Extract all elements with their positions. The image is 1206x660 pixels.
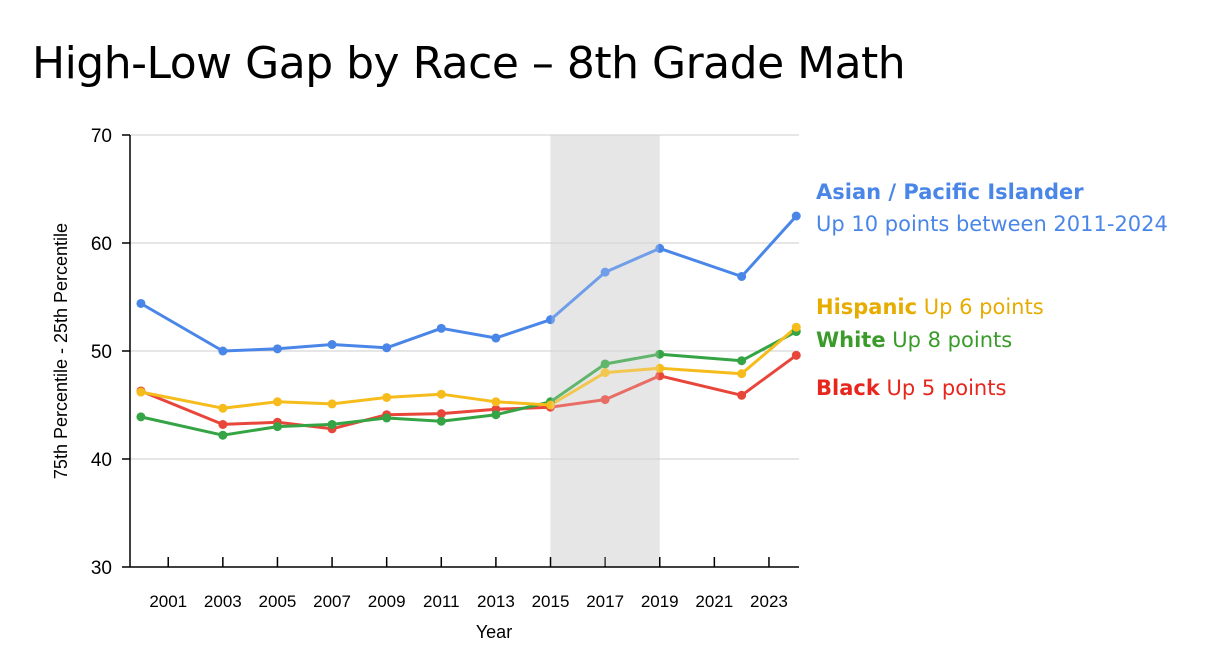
annotation-white: White Up 8 points [816, 328, 1012, 352]
annotation-black-name: Black [816, 376, 880, 400]
y-tick-label: 50 [91, 342, 112, 363]
annotation-asian: Asian / Pacific Islander [816, 180, 1084, 204]
data-point-white [655, 349, 665, 359]
data-point-white [136, 412, 146, 422]
data-point-hispanic [436, 389, 446, 399]
x-tick-label: 2019 [641, 592, 679, 611]
data-point-hispanic [218, 403, 228, 413]
data-point-black [218, 419, 228, 429]
annotation-hispanic-name: Hispanic [816, 295, 918, 319]
data-point-hispanic [791, 322, 801, 332]
annotation-hispanic-note: Up 6 points [917, 295, 1044, 319]
y-tick-label: 60 [91, 234, 112, 255]
data-point-black [791, 350, 801, 360]
data-point-hispanic [382, 392, 392, 402]
x-tick-label: 2003 [204, 592, 242, 611]
data-point-black [600, 395, 610, 405]
data-point-asian [737, 271, 747, 281]
data-point-hispanic [600, 368, 610, 378]
data-point-black [655, 371, 665, 381]
annotation-white-note: Up 8 points [885, 328, 1013, 352]
x-tick-label: 2007 [313, 592, 351, 611]
x-axis-label: Year [476, 622, 512, 642]
chart-title: High-Low Gap by Race – 8th Grade Math [32, 38, 906, 89]
data-point-asian [655, 243, 665, 253]
y-tick-label: 70 [91, 126, 112, 147]
data-point-hispanic [737, 369, 747, 379]
y-axis-label: 75th Percentile - 25th Percentile [51, 223, 71, 479]
y-tick-label: 40 [91, 450, 112, 471]
x-tick-label: 2005 [259, 592, 297, 611]
x-tick-label: 2023 [750, 592, 788, 611]
data-point-white [436, 416, 446, 426]
data-point-asian [218, 346, 228, 356]
annotation-asian-name: Asian / Pacific Islander [816, 180, 1084, 204]
annotation-white-name: White [816, 328, 886, 352]
x-tick-label: 2015 [532, 592, 570, 611]
data-point-white [327, 419, 337, 429]
data-point-black [436, 409, 446, 419]
series-line-hispanic [140, 326, 798, 410]
data-point-asian [546, 315, 556, 325]
annotation-hispanic: Hispanic Up 6 points [816, 295, 1044, 319]
data-point-hispanic [655, 363, 665, 373]
data-point-white [491, 410, 501, 420]
x-tick-label: 2009 [368, 592, 406, 611]
data-point-asian [272, 344, 282, 354]
data-point-asian [136, 298, 146, 308]
data-point-white [382, 413, 392, 423]
series-line-asian [140, 214, 798, 353]
x-tick-label: 2013 [477, 592, 515, 611]
data-point-asian [382, 343, 392, 353]
x-tick-label: 2017 [586, 592, 624, 611]
series-line-black [140, 354, 798, 431]
data-point-hispanic [546, 400, 556, 410]
data-point-hispanic [136, 387, 146, 397]
y-tick-label: 30 [91, 558, 112, 579]
data-point-black [737, 390, 747, 400]
data-point-hispanic [491, 397, 501, 407]
x-tick-label: 2011 [423, 592, 460, 611]
series-line-white [140, 330, 798, 437]
data-point-white [600, 359, 610, 369]
data-point-hispanic [327, 399, 337, 409]
x-tick-label: 2021 [695, 592, 733, 611]
data-point-asian [436, 323, 446, 333]
data-point-asian [600, 267, 610, 277]
data-point-asian [791, 211, 801, 221]
data-point-white [272, 422, 282, 432]
data-point-asian [327, 340, 337, 350]
annotation-black-note: Up 5 points [879, 376, 1007, 400]
data-point-hispanic [272, 397, 282, 407]
annotation-black: Black Up 5 points [816, 376, 1006, 400]
data-point-asian [491, 333, 501, 343]
data-point-white [218, 430, 228, 440]
x-tick-label: 2001 [149, 592, 187, 611]
highlight-overlay [551, 135, 659, 566]
data-point-white [737, 356, 747, 366]
annotation-asian-note: Up 10 points between 2011-2024 [816, 212, 1168, 236]
